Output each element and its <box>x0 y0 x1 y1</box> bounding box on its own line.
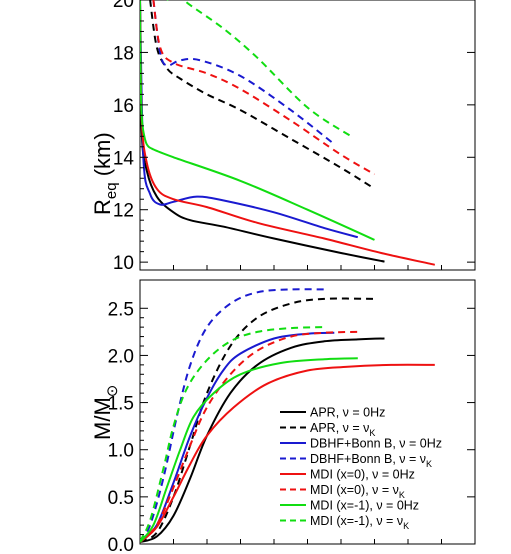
radius-series-mdiK <box>152 0 376 176</box>
legend-label-mdiK: MDI (x=0), ν = νK <box>310 483 405 500</box>
mass-series-mdim0 <box>140 357 358 543</box>
radius-series-group <box>140 0 436 266</box>
radius-y-axis-label: Req (km) <box>90 132 120 215</box>
mass-y-tick-label: 0.5 <box>108 488 134 509</box>
mass-y-axis-label-sun: ⊙ <box>104 385 121 398</box>
radius-series-dbhfK <box>152 0 335 145</box>
legend-label-aprK: APR, ν = νK <box>310 421 375 438</box>
mass-series-apr0 <box>140 337 385 544</box>
mass-series-dbhf0 <box>140 331 335 543</box>
legend-label-mdimK: MDI (x=-1), ν = νK <box>310 514 409 531</box>
mass-panel: 0.0 0.5 1.0 1.5 2.0 2.5 M/M⊙ APR, ν = 0HzAPR,… <box>90 279 476 554</box>
mass-y-tick-label: 1.0 <box>108 441 134 462</box>
mass-series-mdimK <box>140 326 325 542</box>
mass-y-tick-label: 0.0 <box>108 535 134 554</box>
radius-series-mdimK <box>166 0 352 138</box>
radius-y-tick-label: 16 <box>113 96 134 117</box>
radius-y-tick-label: 18 <box>113 43 134 64</box>
radius-series-apr0 <box>140 0 385 263</box>
radius-series-dbhf0 <box>140 0 359 239</box>
mass-plot-frame <box>139 279 476 545</box>
radius-y-tick-label: 12 <box>113 201 134 222</box>
legend-label-apr0: APR, ν = 0Hz <box>310 406 385 420</box>
radius-series-mdim0 <box>140 0 375 241</box>
mass-y-tick-label: 2.5 <box>108 299 134 320</box>
mass-y-ticks: 0.0 0.5 1.0 1.5 2.0 2.5 <box>108 299 475 554</box>
radius-plot-frame <box>139 0 476 271</box>
radius-series-aprK <box>149 0 376 190</box>
mass-series-aprK <box>140 297 375 543</box>
mass-y-axis-label-main: M/M <box>90 397 115 440</box>
radius-y-tick-label: 20 <box>113 0 134 12</box>
radius-series-mdi0 <box>140 0 436 266</box>
radius-y-axis-label-main: R <box>90 199 115 215</box>
legend-label-dbhfK: DBHF+Bonn B, ν = νK <box>310 452 432 469</box>
legend-label-mdim0: MDI (x=-1), ν = 0Hz <box>310 499 419 513</box>
radius-y-tick-label: 10 <box>113 253 134 274</box>
legend-label-mdi0: MDI (x=0), ν = 0Hz <box>310 468 415 482</box>
radius-y-axis-label-unit: (km) <box>90 132 115 182</box>
mass-y-tick-label: 1.5 <box>108 394 134 415</box>
legend-label-dbhf0: DBHF+Bonn B, ν = 0Hz <box>310 437 442 451</box>
mass-y-tick-label: 2.0 <box>108 346 134 367</box>
radius-y-tick-label: 14 <box>113 148 135 169</box>
mass-series-group <box>140 288 435 544</box>
mass-y-axis-label: M/M⊙ <box>90 385 121 440</box>
mass-series-dbhfK <box>140 288 325 542</box>
radius-y-ticks: 10 12 14 16 18 20 <box>113 0 475 274</box>
radius-panel: 10 12 14 16 18 20 Req (km) <box>90 0 476 274</box>
radius-y-axis-label-sub: eq <box>103 182 120 199</box>
mass-series-mdi0 <box>140 363 435 543</box>
